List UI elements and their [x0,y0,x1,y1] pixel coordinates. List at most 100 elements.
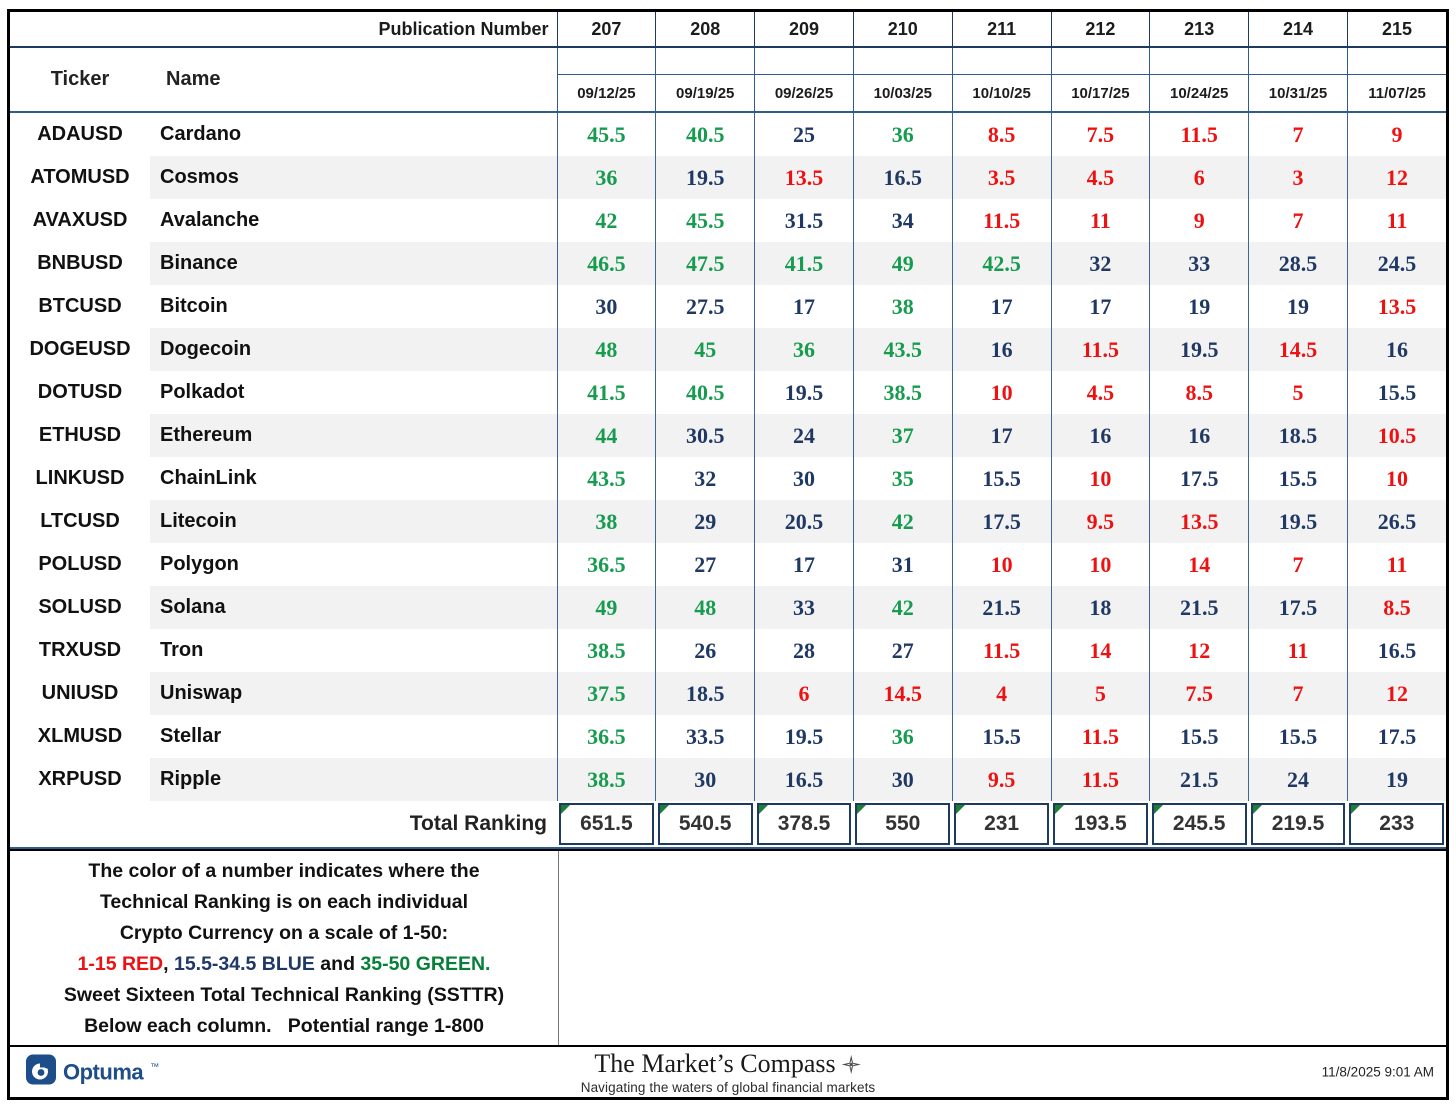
ranking-value: 16.5 [754,758,854,801]
ranking-value: 27.5 [655,285,755,328]
name-cell: Solana [150,586,558,629]
ranking-value: 42 [852,500,953,543]
ranking-value: 17.5 [1149,457,1249,500]
legend-line-2: Technical Ranking is on each individual [99,891,469,913]
ranking-value: 11.5 [951,629,1051,672]
publication-number: 210 [852,12,953,48]
ticker-cell: ATOMUSD [10,156,150,199]
ranking-value: 8.5 [951,112,1051,156]
ticker-cell: ADAUSD [10,112,150,156]
ticker-cell: SOLUSD [10,586,150,629]
legend-green-range: 35-50 GREEN. [360,953,491,975]
ranking-value: 45 [655,328,755,371]
ranking-value: 7.5 [1149,672,1249,715]
total-ranking-row: Total Ranking 651.5 540.5 378.5 550 231 193.5… [10,801,1447,849]
ranking-value: 6 [1149,156,1249,199]
ranking-value: 15.5 [1346,371,1447,414]
ranking-value: 44 [556,414,656,457]
ranking-value: 31 [852,543,953,586]
ranking-value: 28 [754,629,854,672]
name-cell: Cardano [160,123,242,145]
ranking-value: 10 [1050,457,1150,500]
crypto-row: XLMUSD Stellar 36.5 33.5 19.5 36 15.5 11.5 15.5 1… [10,715,1447,758]
name-cell: Uniswap [150,672,558,715]
publication-number: 211 [951,12,1051,48]
ranking-value: 13.5 [754,156,854,199]
publication-number: 209 [754,12,854,48]
date-header: 10/31/25 [1248,74,1348,113]
crypto-row: ADAUSD Cardano 45.5 40.5 25 36 8.5 7.5 11.5 7 9 [10,112,1447,156]
date-header: 10/03/25 [852,74,953,113]
ticker-cell: LTCUSD [10,500,150,543]
crypto-row: TRXUSD Tron 38.5 26 28 27 11.5 14 12 11 16.5 [10,629,1447,672]
ranking-value: 30 [556,285,656,328]
ranking-value: 9.5 [1050,500,1150,543]
crypto-row: LINKUSD ChainLink 43.5 32 30 35 15.5 10 17.5 15.5… [10,457,1447,500]
date-header: 10/10/25 [951,74,1051,113]
name-cell: Polkadot [160,381,245,403]
ranking-value: 17 [951,285,1051,328]
ranking-value: 17 [754,543,854,586]
total-ranking-value: 651.5 [559,803,654,845]
crypto-row: LTCUSD Litecoin 38 29 20.5 42 17.5 9.5 13.5 19.5 2… [10,500,1447,543]
ranking-value: 3 [1248,156,1348,199]
name-cell: Avalanche [160,209,260,231]
report-timestamp: 11/8/2025 9:01 AM [1321,1064,1434,1080]
ranking-value: 16.5 [1346,629,1447,672]
optuma-trademark: ™ [150,1061,160,1071]
ticker-name-header: Ticker Name [10,47,558,113]
ranking-value: 38 [852,285,953,328]
ranking-value: 12 [1346,156,1447,199]
report-frame: Publication Number 207 208 209 210 211 212 213… [7,9,1449,1100]
ranking-value: 41.5 [556,371,656,414]
ranking-value: 30 [754,457,854,500]
legend-line-1: The color of a number indicates where th… [88,860,480,882]
ticker-column-header: Ticker [50,68,110,90]
ranking-value: 46.5 [556,242,656,285]
ranking-value: 8.5 [1149,371,1249,414]
ranking-value: 43.5 [556,457,656,500]
ranking-value: 4.5 [1050,371,1150,414]
footer-bar: Optuma ™ The Market’s Compass Navigating… [10,1045,1446,1097]
ranking-value: 18.5 [1248,414,1348,457]
ticker-cell: DOGEUSD [10,328,150,371]
ranking-value: 26 [655,629,755,672]
ranking-value: 13.5 [1149,500,1249,543]
ranking-value: 7 [1248,672,1348,715]
ranking-value: 36.5 [556,543,656,586]
ranking-value: 11 [1346,199,1447,242]
ranking-value: 7 [1248,543,1348,586]
legend-empty-area [559,851,1446,1045]
legend-blue-range: 15.5-34.5 BLUE [173,953,315,975]
legend-color-line: 1-15 RED, 15.5-34.5 BLUE and 35-50 GREEN… [10,949,558,980]
date-header: 10/24/25 [1149,74,1249,113]
ranking-value: 15.5 [1248,715,1348,758]
publication-number: 212 [1050,12,1150,48]
ranking-value: 48 [556,328,656,371]
legend-separator: , [163,953,174,975]
name-cell: Cosmos [150,156,558,199]
ticker-cell: POLUSD [10,543,150,586]
ranking-value: 10 [951,371,1051,414]
ranking-value: 30 [852,758,953,801]
optuma-brand-name: Optuma [63,1059,144,1084]
ranking-value: 41.5 [754,242,854,285]
ranking-value: 18 [1050,586,1150,629]
ranking-value: 38 [556,500,656,543]
name-cell: Polygon [160,553,239,575]
ranking-table: Publication Number 207 208 209 210 211 212 213… [10,12,1447,849]
spacer-cell [951,47,1051,75]
ranking-value: 24.5 [1346,242,1447,285]
ranking-value: 19 [1149,285,1249,328]
name-cell: Ripple [150,758,558,801]
ticker-cell: ETHUSD [10,414,150,457]
ranking-value: 17 [1050,285,1150,328]
name-column-header: Name [166,68,221,90]
ranking-value: 5 [1050,672,1150,715]
ranking-value: 15.5 [951,715,1051,758]
ranking-value: 17.5 [1248,586,1348,629]
optuma-logo-icon [26,1054,56,1090]
spacer-cell [1050,47,1150,75]
ranking-value: 9 [1149,199,1249,242]
